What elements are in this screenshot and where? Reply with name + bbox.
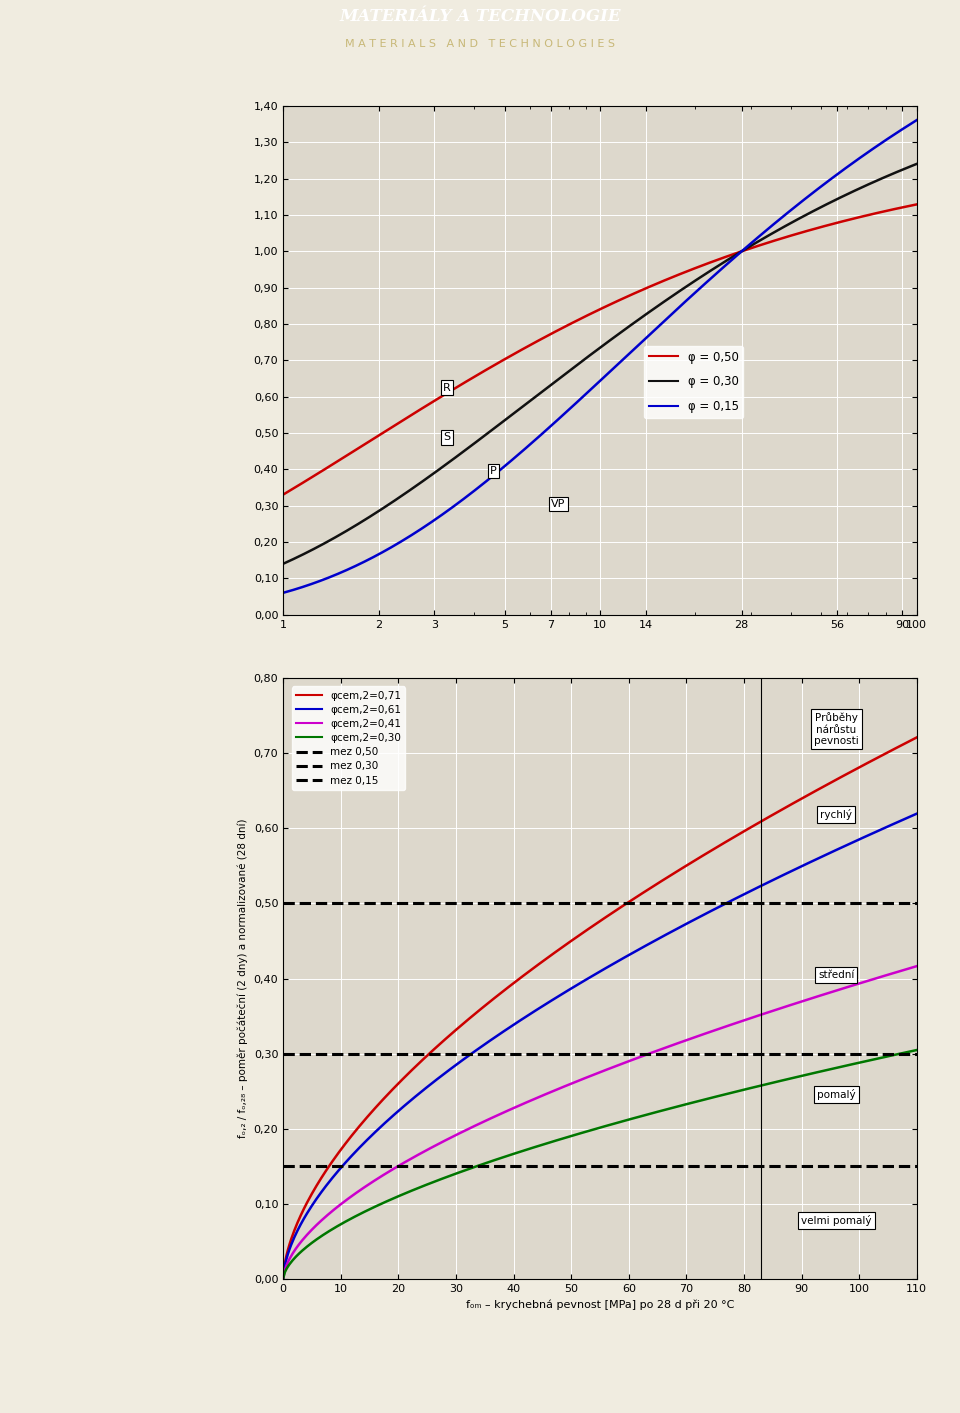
Text: velmi pomalý: velmi pomalý (801, 1215, 872, 1225)
Legend: φcem,2=0,71, φcem,2=0,61, φcem,2=0,41, φcem,2=0,30, mez 0,50, mez 0,30, mez 0,15: φcem,2=0,71, φcem,2=0,61, φcem,2=0,41, φ… (292, 687, 405, 790)
Text: P: P (491, 466, 497, 476)
Text: Průběhy
nárůstu
pevnosti: Průběhy nárůstu pevnosti (814, 712, 858, 746)
Text: rychlý: rychlý (820, 810, 852, 821)
Text: R: R (444, 383, 451, 393)
Text: MATERIÁLY A TECHNOLOGIE: MATERIÁLY A TECHNOLOGIE (339, 7, 621, 24)
Legend: φ = 0,50, φ = 0,30, φ = 0,15: φ = 0,50, φ = 0,30, φ = 0,15 (644, 346, 743, 418)
Text: M A T E R I A L S   A N D   T E C H N O L O G I E S: M A T E R I A L S A N D T E C H N O L O … (345, 40, 615, 49)
Y-axis label: fₒ,₂ / fₒ,₂₈ – poměr počáteční (2 dny) a normalizované (28 dní): fₒ,₂ / fₒ,₂₈ – poměr počáteční (2 dny) a… (238, 818, 248, 1139)
Text: S: S (444, 432, 450, 442)
Text: pomalý: pomalý (817, 1089, 855, 1101)
Text: VP: VP (551, 499, 565, 509)
Text: střední: střední (818, 969, 854, 979)
X-axis label: fₒₘ – krychebná pevnost [MPa] po 28 d při 20 °C: fₒₘ – krychebná pevnost [MPa] po 28 d př… (466, 1299, 734, 1310)
